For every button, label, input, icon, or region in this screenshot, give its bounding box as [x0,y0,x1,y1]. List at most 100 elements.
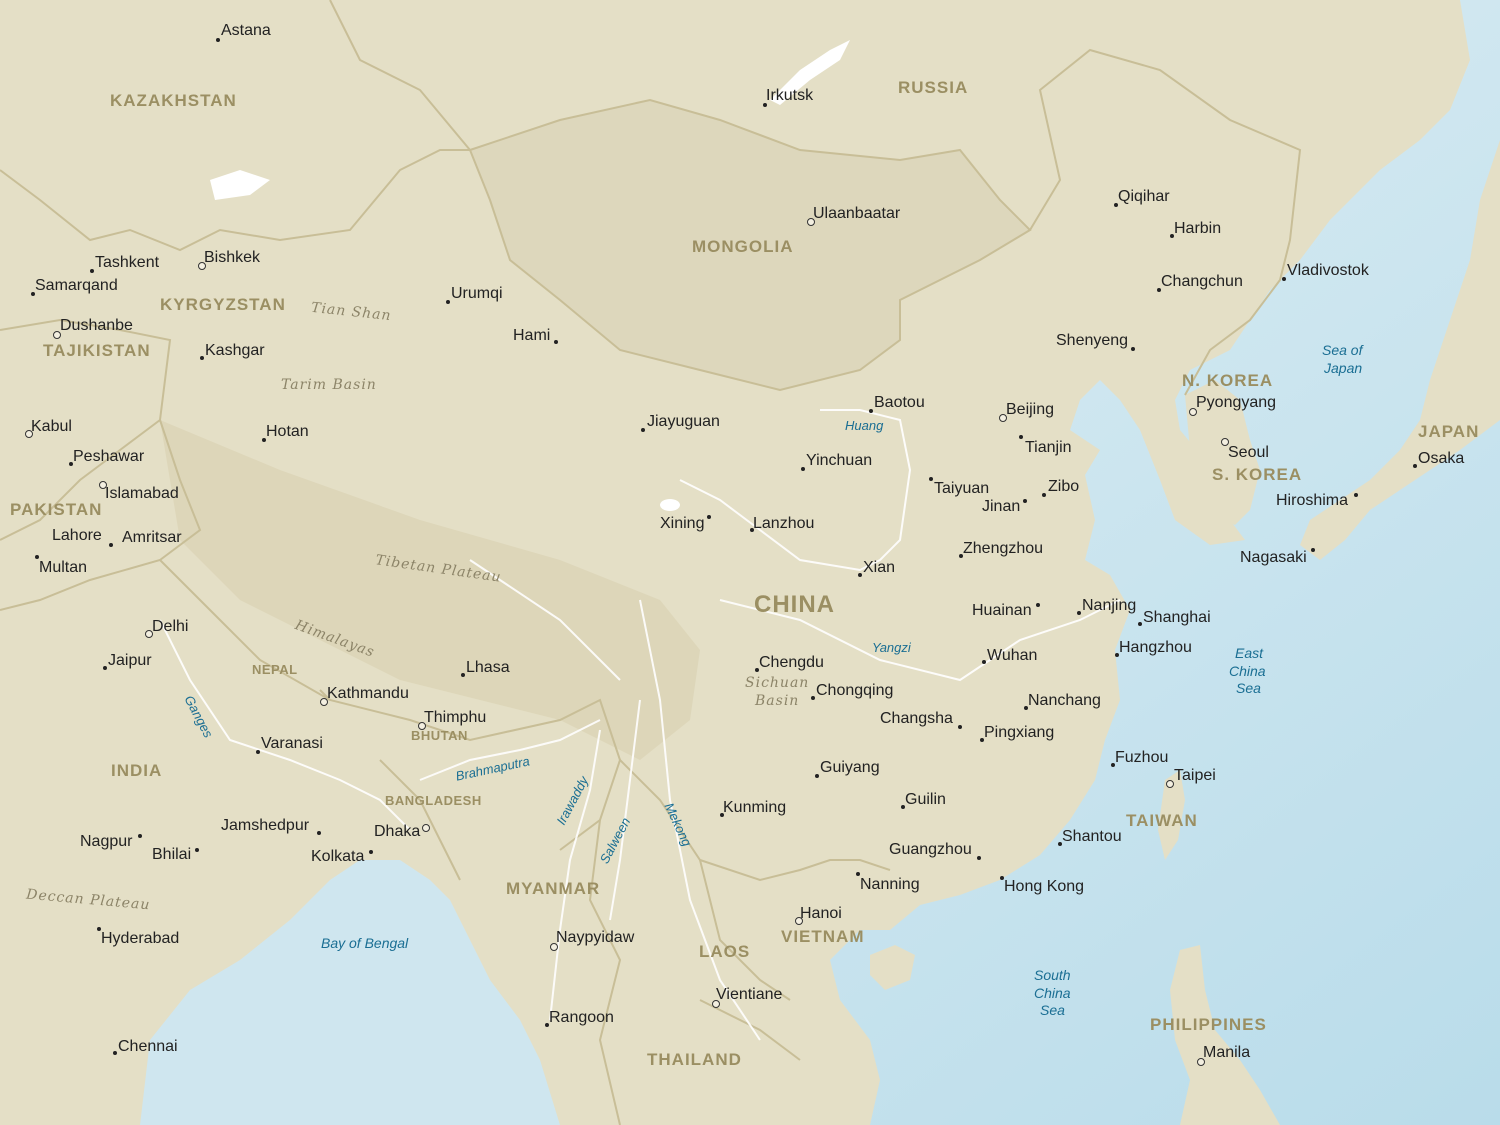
city-baotou[interactable]: Baotou [874,394,925,411]
city-hanoi[interactable]: Hanoi [800,905,842,922]
city-nagpur[interactable]: Nagpur [80,833,133,850]
city-bishkek[interactable]: Bishkek [204,249,261,266]
city-ulaanbaatar[interactable]: Ulaanbaatar [813,205,901,222]
city-pyongyang[interactable]: Pyongyang [1196,394,1277,411]
city-chongqing[interactable]: Chongqing [816,682,894,699]
city-urumqi[interactable]: Urumqi [451,285,503,302]
city-rangoon[interactable]: Rangoon [549,1009,614,1026]
city-guiyang[interactable]: Guiyang [820,759,880,776]
city-dot [31,292,35,296]
city-kashgar[interactable]: Kashgar [205,342,265,359]
city-hiroshima[interactable]: Hiroshima [1276,492,1349,509]
city-shantou[interactable]: Shantou [1062,828,1122,845]
city-shenyeng[interactable]: Shenyeng [1056,332,1129,349]
city-dot [369,850,373,854]
philippines-island [1170,945,1280,1125]
label-philippines: PHILIPPINES [1150,1015,1267,1034]
city-varanasi[interactable]: Varanasi [261,735,323,752]
city-hami[interactable]: Hami [513,327,551,344]
city-multan[interactable]: Multan [39,559,88,576]
city-thimphu[interactable]: Thimphu [424,709,487,726]
city-huainan[interactable]: Huainan [972,602,1032,619]
city-wuhan[interactable]: Wuhan [987,647,1038,664]
city-jaipur[interactable]: Jaipur [108,652,152,669]
city-nanchang[interactable]: Nanchang [1028,692,1101,709]
city-dot [641,428,645,432]
city-tianjin[interactable]: Tianjin [1025,439,1072,456]
label-vietnam: VIETNAM [781,927,865,946]
city-kunming[interactable]: Kunming [723,799,787,816]
city-harbin[interactable]: Harbin [1174,220,1222,237]
label-n-korea: N. KOREA [1182,371,1274,390]
city-nanjing[interactable]: Nanjing [1082,597,1137,614]
city-dot [982,660,986,664]
capital-dot [999,414,1007,422]
city-osaka[interactable]: Osaka [1418,450,1465,467]
city-jiayuguan[interactable]: Jiayuguan [647,413,720,430]
city-chennai[interactable]: Chennai [118,1038,178,1055]
label-yangzi-river: Yangzi [872,640,911,655]
city-taiyuan[interactable]: Taiyuan [934,480,990,497]
city-hyderabad[interactable]: Hyderabad [101,930,180,947]
city-hangzhou[interactable]: Hangzhou [1119,639,1192,656]
city-taipei[interactable]: Taipei [1174,767,1216,784]
city-kathmandu[interactable]: Kathmandu [327,685,409,702]
city-dhaka[interactable]: Dhaka [374,823,421,840]
city-guilin[interactable]: Guilin [905,791,946,808]
city-nanning[interactable]: Nanning [860,876,920,893]
city-nagasaki[interactable]: Nagasaki [1240,549,1307,566]
label-s-korea: S. KOREA [1212,465,1303,484]
city-lhasa[interactable]: Lhasa [466,659,510,676]
city-dot [35,555,39,559]
city-dot [138,834,142,838]
city-jamshedpur[interactable]: Jamshedpur [221,817,310,834]
city-hong-kong[interactable]: Hong Kong [1004,878,1085,895]
city-dushanbe[interactable]: Dushanbe [60,317,133,334]
city-seoul[interactable]: Seoul [1228,444,1269,461]
city-astana[interactable]: Astana [221,22,271,39]
city-jinan[interactable]: Jinan [982,498,1021,515]
city-lanzhou[interactable]: Lanzhou [753,515,815,532]
city-dot [959,554,963,558]
label-south-china-sea-2: China [1034,985,1071,1001]
city-dot [461,673,465,677]
city-dot [1138,622,1142,626]
label-china: CHINA [754,591,835,618]
city-tashkent[interactable]: Tashkent [95,254,160,271]
city-xining[interactable]: Xining [660,515,705,532]
city-irkutsk[interactable]: Irkutsk [766,87,814,104]
city-islamabad[interactable]: Islamabad [105,485,179,502]
city-samarqand[interactable]: Samarqand [35,277,118,294]
city-changchun[interactable]: Changchun [1161,273,1243,290]
capital-dot [25,430,33,438]
label-kazakhstan: KAZAKHSTAN [110,91,237,110]
city-bhilai[interactable]: Bhilai [152,846,192,863]
city-lahore[interactable]: Lahore [52,527,102,544]
city-zibo[interactable]: Zibo [1048,478,1080,495]
city-zhengzhou[interactable]: Zhengzhou [963,540,1044,557]
city-yinchuan[interactable]: Yinchuan [806,452,873,469]
city-changsha[interactable]: Changsha [880,710,953,727]
city-xian[interactable]: Xian [863,559,896,576]
city-kolkata[interactable]: Kolkata [311,848,365,865]
city-naypyidaw[interactable]: Naypyidaw [556,929,635,946]
city-vientiane[interactable]: Vientiane [716,986,783,1003]
city-qiqihar[interactable]: Qiqihar [1118,188,1170,205]
city-shanghai[interactable]: Shanghai [1143,609,1211,626]
city-dot [1311,548,1315,552]
city-amritsar[interactable]: Amritsar [122,529,182,546]
city-chengdu[interactable]: Chengdu [759,654,824,671]
city-manila[interactable]: Manila [1203,1044,1251,1061]
city-delhi[interactable]: Delhi [152,618,189,635]
city-fuzhou[interactable]: Fuzhou [1115,749,1169,766]
city-peshawar[interactable]: Peshawar [73,448,145,465]
city-pingxiang[interactable]: Pingxiang [984,724,1055,741]
label-india: INDIA [111,761,163,780]
city-guangzhou[interactable]: Guangzhou [889,841,972,858]
city-hotan[interactable]: Hotan [266,423,309,440]
city-kabul[interactable]: Kabul [31,418,72,435]
city-beijing[interactable]: Beijing [1006,401,1055,418]
city-vladivostok[interactable]: Vladivostok [1287,262,1369,279]
